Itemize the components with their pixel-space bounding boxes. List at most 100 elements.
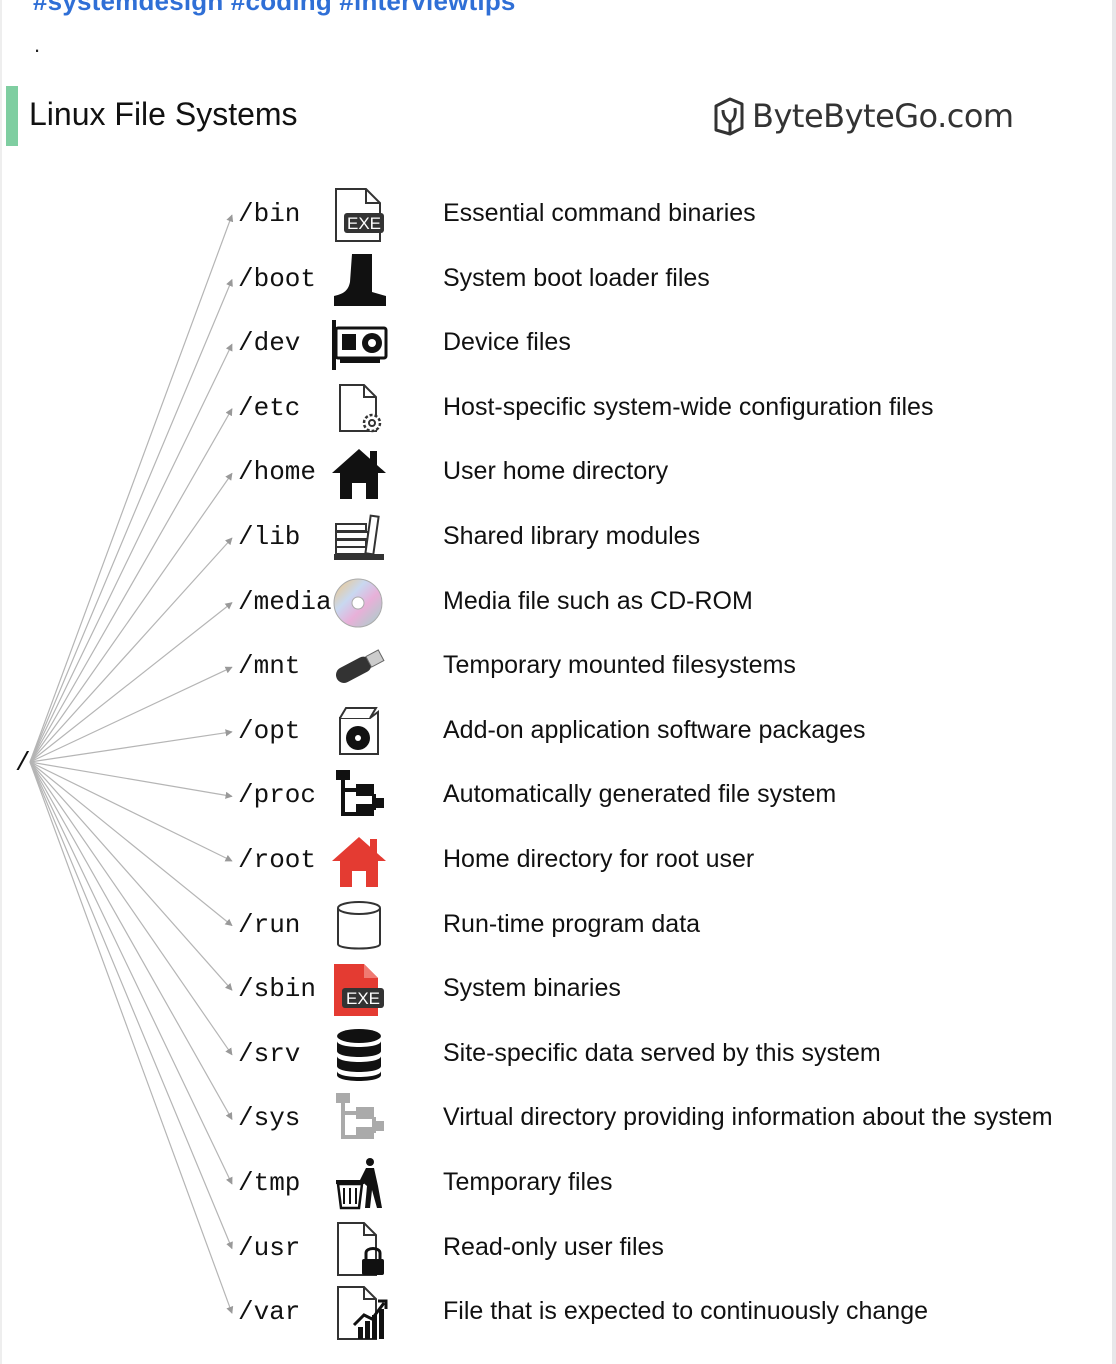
software-package-icon: [330, 704, 388, 760]
directory-path: /opt: [238, 715, 301, 746]
connector-arrow: [29, 761, 233, 991]
directory-row: /sys Virtual directory providing informat…: [0, 1089, 1116, 1149]
directory-row: /root Home directory for root user: [0, 831, 1116, 891]
svg-text:EXE: EXE: [346, 989, 380, 1008]
directory-description: System binaries: [443, 974, 621, 1003]
svg-text:EXE: EXE: [347, 214, 381, 233]
connector-arrow: [29, 472, 233, 763]
connector-arrow: [29, 729, 233, 763]
bytebytego-logo-icon: [714, 97, 744, 136]
separator-dot: .: [34, 32, 41, 57]
root-home-icon: [330, 833, 388, 889]
connector-arrow: [29, 408, 233, 763]
directory-description: Temporary files: [443, 1168, 613, 1196]
connector-arrow: [29, 761, 233, 1121]
brand-logo: ByteByteGo.com: [712, 94, 1014, 138]
system-exe-icon: EXE: [330, 962, 388, 1018]
directory-path: /srv: [238, 1038, 301, 1069]
directory-description: Add-on application software packages: [443, 715, 866, 744]
connector-arrow: [29, 761, 233, 927]
directory-description: Device files: [443, 328, 571, 357]
directory-row: /etc Host-specific system-wide configurat…: [0, 379, 1116, 439]
directory-path: /sys: [238, 1103, 301, 1134]
directory-path: /var: [238, 1297, 301, 1328]
cd-rom-icon: [330, 575, 388, 631]
cylinder-icon: [330, 898, 388, 954]
database-icon: [330, 1027, 388, 1083]
directory-row: /bin EXE Essential command binaries: [0, 185, 1116, 245]
directory-row: /dev Device files: [0, 314, 1116, 374]
directory-row: /run Run-time program data: [0, 896, 1116, 956]
title-accent-bar: [6, 86, 18, 146]
tree-structure-icon: [330, 768, 388, 824]
directory-path: /proc: [238, 780, 317, 811]
directory-path: /usr: [238, 1232, 301, 1263]
virtual-tree-icon: [330, 1091, 388, 1147]
connector-arrow: [29, 537, 233, 763]
connector-arrow: [29, 666, 233, 763]
diagram-title: Linux File Systems: [29, 96, 298, 132]
directory-description: Home directory for root user: [443, 845, 755, 873]
connector-arrow: [29, 761, 234, 1314]
config-file-icon: [330, 381, 388, 437]
scroll-edge: [1112, 0, 1116, 1364]
directory-path: /etc: [238, 392, 301, 423]
hashtags-link[interactable]: #systemdesign #coding #interviewtips: [33, 0, 516, 16]
directory-description: Virtual directory providing information …: [443, 1103, 1053, 1132]
trash-icon: [330, 1156, 388, 1212]
directory-row: /var File that is expected to continuousl…: [0, 1283, 1116, 1343]
brand-name: ByteByteGo.com: [752, 97, 1014, 135]
directory-path: /boot: [238, 263, 317, 294]
boot-icon: [330, 252, 388, 308]
connector-arrow: [29, 278, 233, 763]
directory-path: /bin: [238, 199, 301, 229]
connector-arrow: [29, 761, 233, 799]
directory-path: /sbin: [238, 974, 317, 1005]
directory-description: Essential command binaries: [443, 199, 756, 227]
directory-row: /srv Site-specific data served by this sy…: [0, 1025, 1116, 1085]
connector-arrow: [29, 761, 233, 862]
exe-file-icon: EXE: [330, 187, 388, 243]
locked-file-icon: [330, 1221, 388, 1277]
device-card-icon: [330, 316, 388, 372]
chart-file-icon: [330, 1285, 388, 1341]
directory-description: Temporary mounted filesystems: [443, 651, 796, 680]
directory-row: /home User home directory: [0, 443, 1116, 503]
directory-row: /opt Add-on application software packages: [0, 702, 1116, 762]
directory-path: /dev: [238, 328, 301, 359]
directory-description: File that is expected to continuously ch…: [443, 1297, 929, 1326]
connector-arrow: [29, 761, 233, 1185]
directory-description: User home directory: [443, 457, 669, 486]
directory-path: /media: [238, 586, 332, 617]
directory-description: Read-only user files: [443, 1232, 664, 1261]
directory-description: Automatically generated file system: [443, 780, 837, 809]
directory-row: /usr Read-only user files: [0, 1219, 1116, 1279]
home-icon: [330, 445, 388, 501]
usb-drive-icon: [330, 639, 388, 695]
directory-path: /home: [238, 457, 317, 488]
directory-path: /mnt: [238, 651, 301, 682]
directory-row: /proc Automatically generated file system: [0, 766, 1116, 826]
directory-path: /tmp: [238, 1168, 301, 1198]
left-border: [0, 0, 2, 1364]
library-books-icon: [330, 510, 388, 566]
directory-row: /boot System boot loader files: [0, 250, 1116, 310]
directory-path: /root: [238, 845, 317, 875]
connector-arrow: [29, 761, 233, 1056]
directory-row: /lib Shared library modules: [0, 508, 1116, 568]
directory-description: Site-specific data served by this system: [443, 1038, 881, 1067]
directory-row: /sbin EXE System binaries: [0, 960, 1116, 1020]
directory-description: Shared library modules: [443, 522, 701, 550]
directory-row: /media Media file such as CD-ROM: [0, 573, 1116, 633]
connector-arrow: [29, 214, 234, 763]
directory-description: Host-specific system-wide configuration …: [443, 392, 934, 421]
directory-row: /mnt Temporary mounted filesystems: [0, 637, 1116, 697]
root-directory-label: /: [15, 748, 31, 778]
directory-description: Run-time program data: [443, 909, 701, 938]
directory-description: System boot loader files: [443, 263, 710, 292]
directory-row: /tmp Temporary files: [0, 1154, 1116, 1214]
directory-path: /run: [238, 909, 301, 940]
directory-path: /lib: [238, 522, 301, 552]
connector-arrow: [29, 761, 233, 1250]
